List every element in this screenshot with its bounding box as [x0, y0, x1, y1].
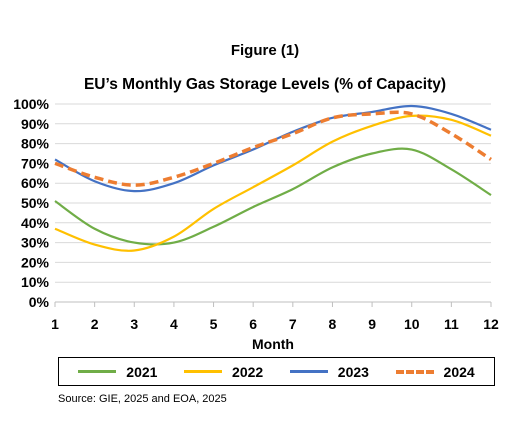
legend-item-2021: 2021 — [78, 364, 157, 380]
source-note: Source: GIE, 2025 and EOA, 2025 — [58, 393, 227, 405]
y-tick-label: 40% — [21, 215, 50, 231]
x-axis-label: Month — [252, 336, 294, 352]
figure-label: Figure (1) — [230, 42, 300, 59]
x-tick-label: 1 — [51, 316, 59, 332]
y-tick-label: 70% — [21, 155, 50, 171]
x-tick-label: 5 — [210, 316, 218, 332]
x-tick-label: 12 — [483, 316, 499, 332]
legend-swatch-2021 — [78, 370, 117, 373]
series-line-2024 — [54, 110, 492, 187]
y-tick-label: 100% — [13, 96, 49, 112]
series-line-2021 — [54, 147, 492, 246]
legend-swatch-2024 — [395, 369, 434, 374]
x-tick-label: 8 — [329, 316, 337, 332]
legend-label-2021: 2021 — [126, 363, 158, 380]
x-tick-label: 11 — [444, 316, 459, 332]
y-tick-label: 20% — [21, 254, 50, 270]
y-tick-label: 50% — [21, 195, 50, 211]
x-tick-labels: 1 2 3 4 5 6 7 8 9 10 11 12 — [51, 302, 499, 332]
x-tick-label: 6 — [249, 316, 257, 332]
legend-item-2024: 2024 — [395, 363, 475, 380]
chart-title: EU’s Monthly Gas Storage Levels (% of Ca… — [83, 76, 447, 93]
x-tick-label: 10 — [404, 316, 420, 332]
legend: 2021 2022 2023 2024 — [58, 357, 495, 386]
x-tick-label: 2 — [91, 316, 99, 332]
x-tick-label: 3 — [130, 316, 138, 332]
series-line-2022 — [54, 114, 492, 252]
series-lines — [54, 104, 492, 252]
legend-item-2023: 2023 — [289, 363, 369, 380]
x-tick-label: 9 — [368, 316, 376, 332]
y-tick-label: 90% — [21, 116, 50, 132]
y-tick-label: 0% — [29, 294, 50, 310]
gridlines — [55, 103, 491, 283]
legend-item-2022: 2022 — [184, 364, 263, 380]
y-tick-label: 30% — [21, 235, 50, 251]
y-tick-label: 10% — [21, 274, 50, 290]
legend-label-2023: 2023 — [337, 363, 369, 380]
legend-label-2022: 2022 — [232, 363, 264, 380]
legend-label-2024: 2024 — [443, 363, 475, 380]
y-tick-label: 80% — [21, 136, 50, 152]
x-tick-label: 4 — [170, 316, 178, 332]
y-tick-labels: 0% 10% 20% 30% 40% 50% 60% 70% 80% 90% 100% — [13, 96, 49, 310]
x-tick-label: 7 — [289, 316, 297, 332]
y-tick-label: 60% — [21, 175, 50, 191]
legend-swatch-2023 — [289, 370, 328, 373]
legend-swatch-2022 — [184, 370, 223, 373]
